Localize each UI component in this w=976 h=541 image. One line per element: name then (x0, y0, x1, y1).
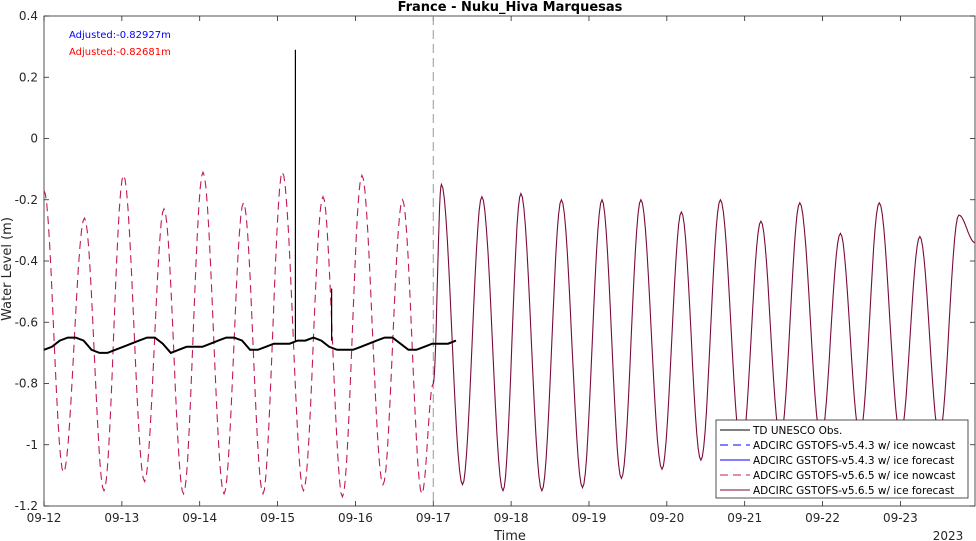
x-tick-label: 09-19 (572, 511, 607, 525)
x-tick-label: 09-18 (494, 511, 529, 525)
y-tick-label: 0.4 (19, 9, 38, 23)
y-tick-label: -0.6 (15, 315, 38, 329)
x-tick-label: 09-22 (805, 511, 840, 525)
x-tick-label: 09-23 (883, 511, 918, 525)
x-tick-label: 09-20 (649, 511, 684, 525)
legend-label: ADCIRC GSTOFS-v5.4.3 w/ ice forecast (753, 455, 954, 467)
chart-title: France - Nuku_Hiva Marquesas (398, 0, 623, 15)
x-tick-label: 09-12 (27, 511, 62, 525)
x-tick-label: 09-21 (727, 511, 762, 525)
x-year-label: 2023 (933, 529, 964, 541)
x-axis-label: Time (493, 529, 526, 541)
y-axis-label: Water Level (m) (0, 217, 15, 321)
series-td-unesco-obs (43, 336, 457, 355)
x-tick-label: 09-15 (260, 511, 295, 525)
y-tick-label: -0.4 (15, 254, 38, 268)
y-tick-label: 0 (30, 132, 38, 146)
series-gstofs-v565-nowcast (43, 170, 434, 499)
x-tick-label: 09-13 (104, 511, 139, 525)
legend-label: ADCIRC GSTOFS-v5.6.5 w/ ice nowcast (753, 470, 955, 482)
legend-label: TD UNESCO Obs. (752, 425, 842, 437)
x-tick-label: 09-17 (416, 511, 451, 525)
y-tick-label: -1 (26, 438, 38, 452)
x-tick-label: 09-14 (182, 511, 217, 525)
series-gstofs-v565-forecast (432, 182, 976, 493)
legend-box (715, 419, 969, 499)
x-tick-label: 09-16 (338, 511, 373, 525)
legend: TD UNESCO Obs. ADCIRC GSTOFS-v5.4.3 w/ ic… (715, 419, 969, 499)
adjusted-annotation: Adjusted:-0.82927m (69, 30, 171, 41)
legend-label: ADCIRC GSTOFS-v5.6.5 w/ ice forecast (753, 485, 954, 497)
adjusted-annotation: Adjusted:-0.82681m (69, 47, 171, 58)
y-tick-label: -0.8 (15, 377, 38, 391)
legend-label: ADCIRC GSTOFS-v5.4.3 w/ ice nowcast (753, 440, 955, 452)
y-tick-label: -0.2 (15, 193, 38, 207)
plot-area: -1.2 -1 -0.8 -0.6 -0.4 -0.2 0 0.2 0.4 09-12 09-13 0… (15, 9, 976, 525)
y-tick-label: 0.2 (19, 70, 38, 84)
y-tick-label: -1.2 (15, 499, 38, 513)
